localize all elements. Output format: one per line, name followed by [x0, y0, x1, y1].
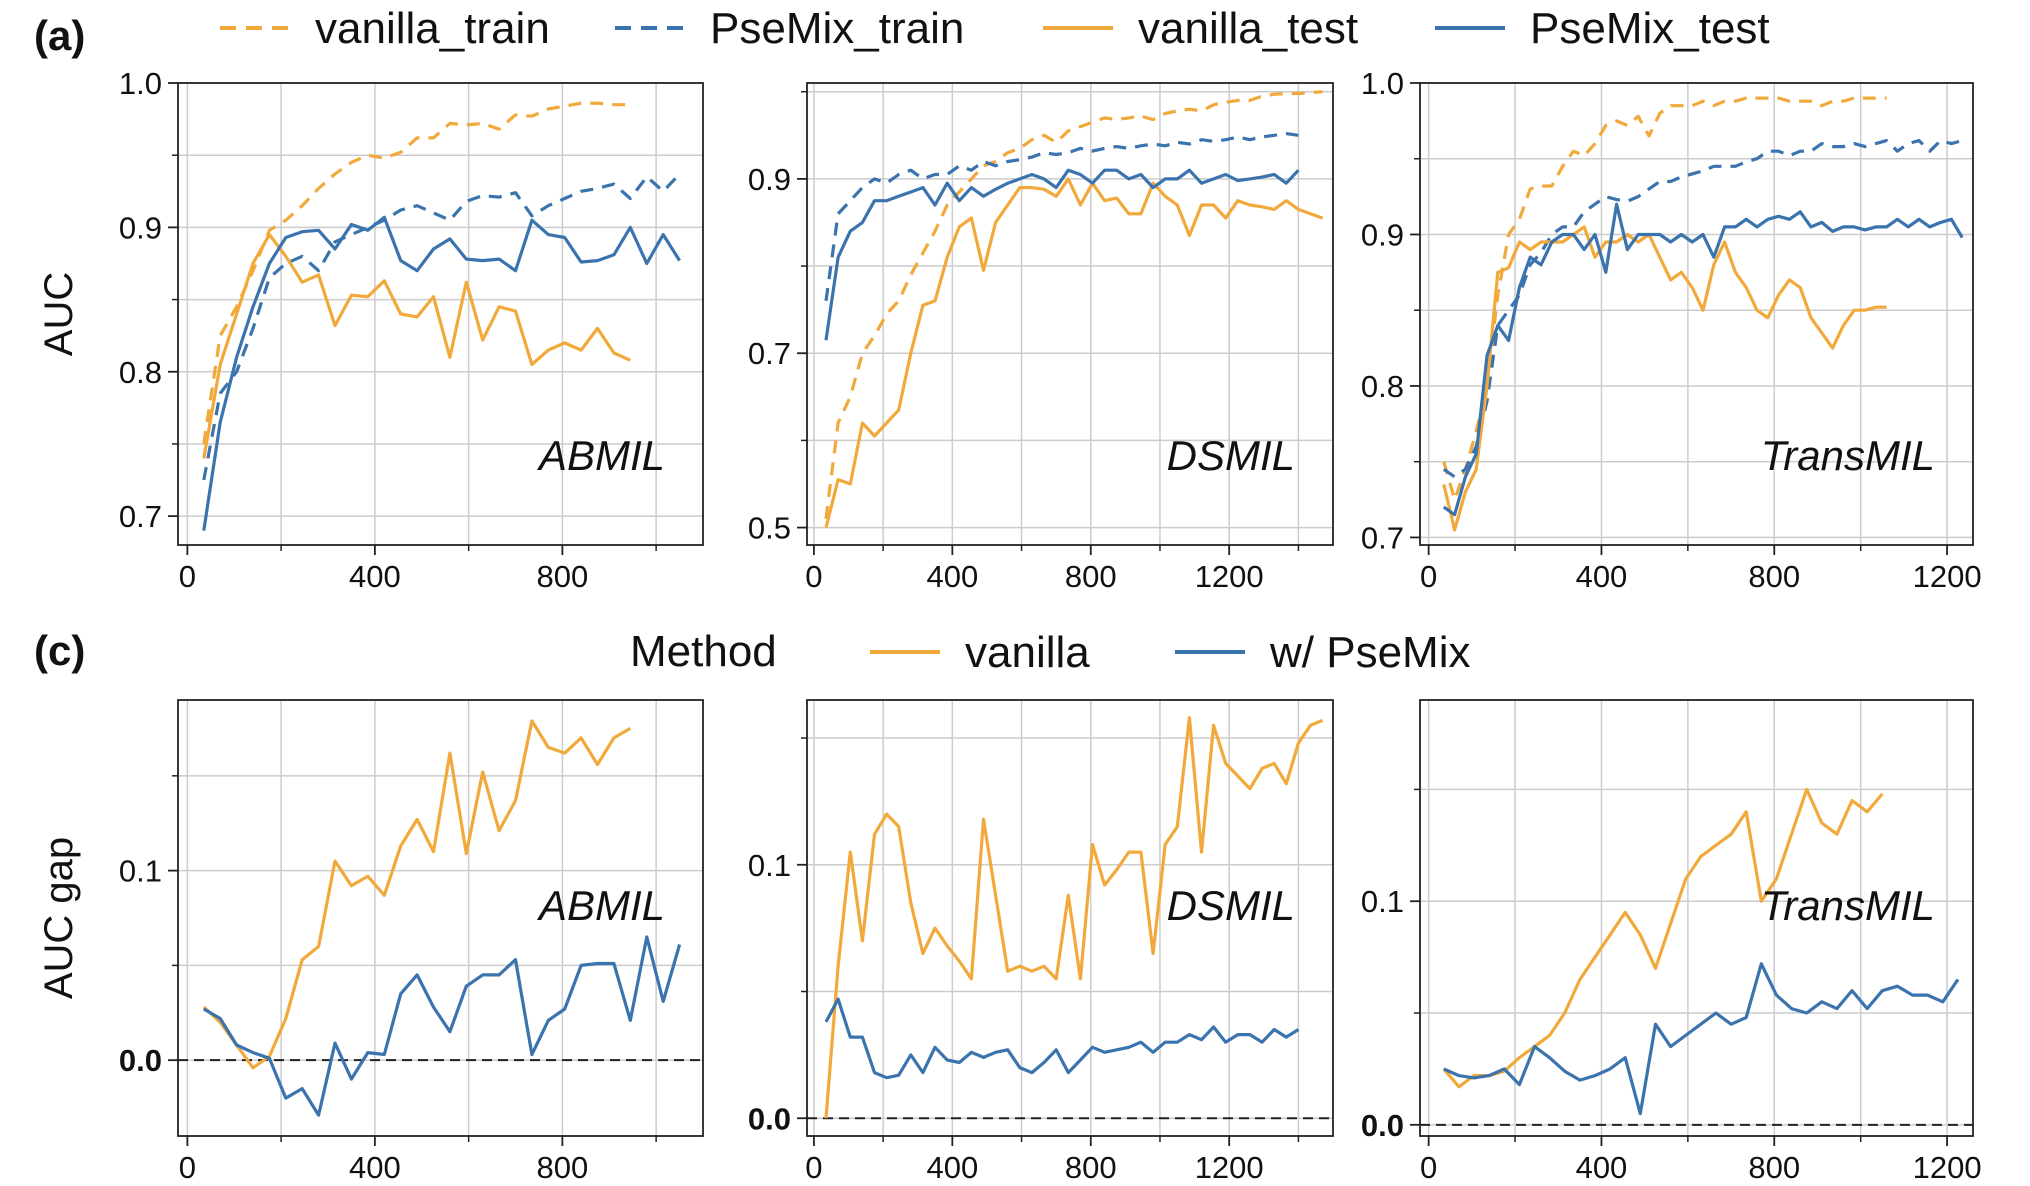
y-tick-label: 0.9 — [748, 162, 791, 197]
y-tick-label: 0.9 — [1361, 217, 1404, 252]
x-tick-label: 800 — [1065, 1150, 1117, 1185]
legend-item-vanilla: vanilla — [870, 628, 1090, 677]
x-tick-label: 0 — [805, 559, 822, 594]
series-line-psemix-test — [202, 215, 681, 531]
legend-label: w/ PseMix — [1269, 628, 1470, 677]
legend-label: PseMix_test — [1530, 4, 1770, 53]
x-tick-label: 800 — [1065, 559, 1117, 594]
y-axis-label: AUC — [37, 272, 81, 356]
legend-label: vanilla_test — [1138, 4, 1358, 53]
x-tick-label: 400 — [926, 1150, 978, 1185]
x-tick-label: 800 — [1748, 1150, 1800, 1185]
series-line-vanilla — [202, 719, 632, 1070]
legend-label: vanilla_train — [315, 4, 550, 53]
series-line-psemix-test — [824, 168, 1300, 341]
y-tick-label: 0.5 — [748, 511, 791, 546]
y-axis-label: AUC gap — [37, 837, 81, 999]
y-tick-label: 0.7 — [119, 499, 162, 534]
legend-item-vanilla-train: vanilla_train — [220, 4, 550, 53]
legend-top: vanilla_train PseMix_train vanilla_test Pse… — [220, 4, 1770, 53]
y-tick-label: 0.0 — [119, 1043, 162, 1078]
legend-item-w-psemix: w/ PseMix — [1175, 628, 1470, 677]
y-tick-label: 0.1 — [1361, 884, 1404, 919]
panel-top-abmil: 0 400 800 0.7 0.8 0.9 1.0 AUC ABMIL — [37, 66, 704, 594]
x-tick-label: 0 — [805, 1150, 822, 1185]
x-tick-label: 0 — [1420, 1150, 1437, 1185]
panel-bottom-dsmil: 0 400 800 1200 0.0 0.1 DSMIL — [748, 699, 1334, 1185]
y-tick-label: 0.1 — [748, 848, 791, 883]
panel-annotation: DSMIL — [1167, 882, 1295, 929]
y-tick-label: 0.0 — [1361, 1108, 1404, 1143]
axes-frame — [1419, 82, 1974, 546]
series-line-vanilla-test — [202, 233, 631, 459]
panel-top-transmil: 0 400 800 1200 0.7 0.8 0.9 1.0 TransMIL — [1361, 66, 1982, 594]
series-line-vanilla-test — [824, 177, 1324, 528]
axes-frame — [177, 82, 704, 546]
x-tick-label: 800 — [1748, 559, 1800, 594]
panel-annotation: TransMIL — [1761, 432, 1935, 479]
x-tick-label: 1200 — [1913, 559, 1982, 594]
y-tick-label: 0.9 — [119, 210, 162, 245]
series-line-vanilla-train — [202, 101, 631, 445]
y-tick-label: 0.1 — [119, 854, 162, 889]
panel-annotation: DSMIL — [1167, 432, 1295, 479]
series-line-vanilla — [1442, 787, 1884, 1089]
panel-top-dsmil: 0 400 800 1200 0.5 0.7 0.9 DSMIL — [748, 82, 1334, 594]
legend-label: vanilla — [965, 628, 1090, 677]
series-line-psemix-train — [1442, 139, 1963, 479]
series-line-vanilla — [824, 716, 1324, 1119]
panel-label-a: (a) — [34, 12, 85, 59]
x-tick-label: 0 — [1420, 559, 1437, 594]
series-line-psemix-test — [1442, 202, 1964, 517]
axes-frame — [177, 699, 704, 1137]
panel-bottom-transmil: 0 400 800 1200 0.0 0.1 TransMIL — [1361, 699, 1982, 1185]
panel-annotation: ABMIL — [536, 882, 665, 929]
legend-item-psemix-train: PseMix_train — [615, 4, 964, 53]
y-tick-label: 0.0 — [748, 1101, 791, 1136]
panel-bottom-abmil: 0 400 800 0.0 0.1 AUC gap ABMIL — [37, 699, 704, 1185]
y-tick-label: 1.0 — [119, 66, 162, 101]
legend-title: Method — [630, 627, 777, 676]
axes-frame — [806, 699, 1334, 1137]
y-tick-label: 0.7 — [748, 336, 791, 371]
y-tick-label: 0.8 — [1361, 369, 1404, 404]
series-line-w-psemix — [824, 997, 1300, 1080]
panel-label-c: (c) — [34, 627, 85, 674]
panel-annotation: TransMIL — [1761, 882, 1935, 929]
series-line-vanilla-test — [1442, 225, 1887, 532]
legend-item-vanilla-test: vanilla_test — [1043, 4, 1358, 53]
x-tick-label: 400 — [1576, 559, 1628, 594]
x-tick-label: 1200 — [1913, 1150, 1982, 1185]
x-tick-label: 400 — [1576, 1150, 1628, 1185]
x-tick-label: 400 — [349, 1150, 401, 1185]
x-tick-label: 400 — [926, 559, 978, 594]
legend-bottom: Method vanilla w/ PseMix — [630, 627, 1470, 677]
x-tick-label: 0 — [179, 559, 196, 594]
legend-label: PseMix_train — [710, 4, 964, 53]
x-tick-label: 800 — [537, 559, 589, 594]
panels: 0 400 800 0.7 0.8 0.9 1.0 AUC ABMIL 0 400 800 1200 0.… — [37, 66, 1982, 1185]
x-tick-label: 800 — [537, 1150, 589, 1185]
panel-annotation: ABMIL — [536, 432, 665, 479]
x-tick-label: 1200 — [1195, 1150, 1264, 1185]
legend-item-psemix-test: PseMix_test — [1435, 4, 1770, 53]
axes-frame — [1419, 699, 1974, 1137]
x-tick-label: 0 — [179, 1150, 196, 1185]
series-line-w-psemix — [202, 935, 682, 1117]
y-tick-label: 0.8 — [119, 355, 162, 390]
y-tick-label: 1.0 — [1361, 66, 1404, 101]
axes-frame — [806, 82, 1334, 546]
series-line-w-psemix — [1443, 962, 1960, 1116]
x-tick-label: 400 — [349, 559, 401, 594]
y-tick-label: 0.7 — [1361, 520, 1404, 555]
x-tick-label: 1200 — [1195, 559, 1264, 594]
series-line-psemix-train — [202, 172, 681, 481]
